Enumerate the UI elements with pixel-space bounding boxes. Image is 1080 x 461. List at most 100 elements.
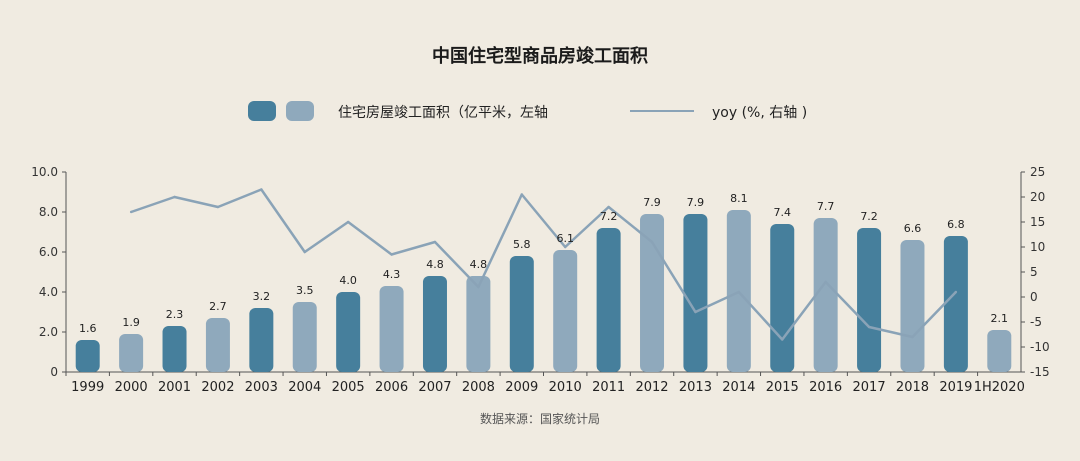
bar-data-label: 3.2 [253,290,271,303]
bar [987,330,1012,372]
bar [553,250,578,372]
legend-line-yoy [630,110,694,112]
yoy-point [129,210,133,214]
x-tick-label: 2008 [462,380,495,395]
source-note: 数据来源：国家统计局 [479,412,600,426]
yoy-point [173,195,176,199]
legend: 住宅房屋竣工面积（亿平米，左轴 yoy (%, 右轴 ) [0,98,1080,124]
bar-data-label: 2.3 [166,308,184,321]
yoy-point [390,253,393,256]
bar [162,326,187,372]
yoy-point [607,205,610,209]
legend-label-yoy: yoy (%, 右轴 ) [712,105,808,121]
bar-data-label: 6.8 [947,218,965,231]
bar [683,214,708,372]
bar [509,256,534,372]
yoy-line [130,188,957,341]
bar [379,286,404,372]
chart-title: 中国住宅型商品房竣工面积 [432,46,648,67]
y-right-tick-label: 5 [1030,265,1038,279]
y-right-tick-label: 15 [1030,215,1045,229]
x-tick-label: 2015 [766,380,799,395]
y-left-tick-label: 2.0 [39,325,58,339]
bar [596,228,621,372]
bar [857,228,882,372]
bar [205,318,230,372]
y-left-tick-label: 8.0 [39,205,58,219]
yoy-point [824,280,827,284]
bar-data-label: 7.9 [643,196,661,209]
yoy-point [781,338,784,341]
yoy-point [911,335,914,339]
x-tick-label: 2000 [115,380,148,395]
y-left-tick-label: 0 [50,365,58,379]
yoy-point [260,188,263,191]
y-left-tick-label: 10.0 [31,165,58,179]
yoy-point [216,205,220,209]
x-tick-label: 2014 [722,380,755,395]
bar-data-label: 6.1 [556,232,574,245]
bar-data-label: 2.7 [209,300,227,313]
yoy-point [737,290,741,294]
x-tick-label: 2018 [896,380,929,395]
y-left-tick-label: 6.0 [39,245,58,259]
bar-data-label: 7.7 [817,200,835,213]
x-tick-label: 1H2020 [974,380,1025,395]
yoy-point [650,240,654,244]
bar-data-label: 6.6 [904,222,922,235]
x-tick-label: 2013 [679,380,712,395]
y-right-tick-label: 20 [1030,190,1045,204]
yoy-point [520,193,523,196]
x-tick-label: 2012 [635,380,668,395]
yoy-point [303,250,306,254]
x-tick-label: 2002 [201,380,234,395]
x-tick-label: 2017 [853,380,886,395]
y-left-tick-label: 4.0 [39,285,58,299]
bar-data-label: 2.1 [991,312,1009,325]
yoy-point [346,220,350,224]
bar [249,308,274,372]
y-right-tick-label: -5 [1030,315,1042,329]
legend-swatch-dark [248,101,276,121]
bar-data-label: 7.2 [600,210,618,223]
yoy-point [433,240,437,244]
x-tick-label: 2010 [549,380,582,395]
bar-data-label: 4.8 [426,258,444,271]
x-tick-label: 2006 [375,380,408,395]
bar-data-label: 1.6 [79,322,97,335]
bar [770,224,795,372]
yoy-point [477,285,480,289]
bar [422,276,447,372]
x-tick-label: 2003 [245,380,278,395]
bar-data-label: 7.9 [687,196,705,209]
x-tick-label: 1999 [71,380,104,395]
yoy-point [867,325,871,329]
legend-swatch-light [286,101,314,121]
bar-data-label: 4.3 [383,268,401,281]
bar-data-label: 3.5 [296,284,314,297]
bar [336,292,361,372]
bar [292,302,317,372]
x-tick-label: 2011 [592,380,625,395]
bar-data-label: 5.8 [513,238,531,251]
x-tick-label: 2016 [809,380,842,395]
x-tick-label: 2007 [418,380,451,395]
y-right-tick-label: -10 [1030,340,1050,354]
bar-data-label: 1.9 [122,316,140,329]
x-tick-label: 2019 [939,380,972,395]
bar [466,276,491,372]
x-tick-label: 2001 [158,380,191,395]
bar [75,340,100,372]
bar-data-label: 7.2 [860,210,878,223]
bar [900,240,925,372]
x-tick-label: 2009 [505,380,538,395]
bar [640,214,665,372]
yoy-point [564,245,567,249]
x-tick-label: 2005 [332,380,365,395]
bar-data-label: 4.8 [470,258,488,271]
bar [813,218,838,372]
bar-data-label: 7.4 [774,206,792,219]
bar [119,334,144,372]
bar-data-label: 8.1 [730,192,748,205]
